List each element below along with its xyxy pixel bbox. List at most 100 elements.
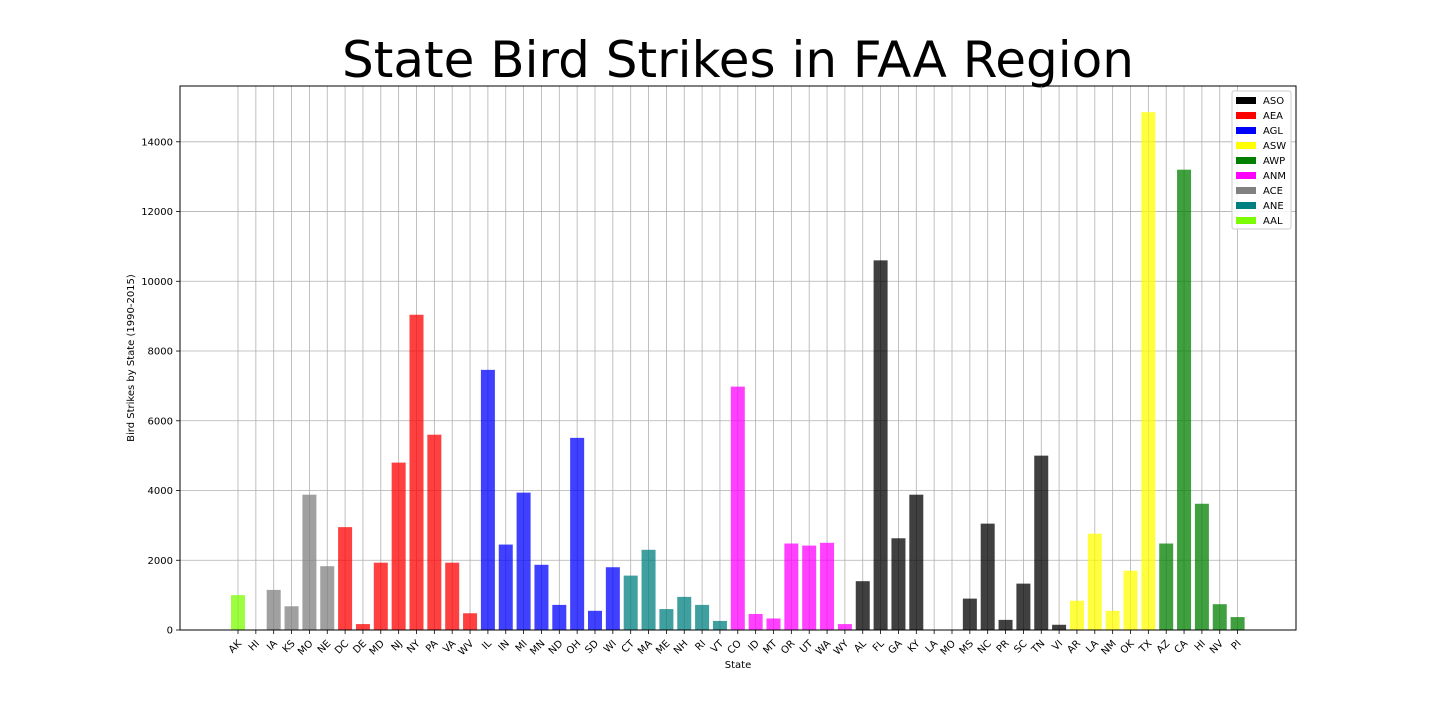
bar-ms [962,598,977,630]
bar-vi [1052,624,1067,630]
x-tick-label: HI [247,638,262,653]
x-tick-label: MN [528,638,547,657]
bar-wy [837,624,852,630]
bar-mi [516,492,531,630]
y-tick-label: 12000 [141,207,173,218]
bar-ut [802,545,817,630]
bar-ri [695,604,710,630]
x-tick-label: MO [939,638,959,658]
legend-swatch-aso [1236,97,1256,104]
x-tick-label: LA [924,638,941,655]
x-tick-label: KY [906,638,923,655]
x-tick-label: MI [514,638,530,654]
y-tick-label: 4000 [148,486,173,497]
legend-swatch-agl [1236,127,1256,134]
x-tick-label: AZ [1155,638,1173,656]
x-tick-label: ID [746,638,762,654]
bar-sd [588,610,602,630]
y-axis-ticks: 0 2000 4000 6000 8000 10000 12000 14000 [141,137,180,637]
x-tick-label: RI [693,638,708,653]
bar-ks [284,606,299,630]
bar-ga [891,538,906,630]
x-tick-label: VT [709,638,727,656]
x-tick-label: OR [779,638,797,656]
legend-label: AEA [1263,111,1283,122]
legend-label: ACE [1263,186,1283,197]
bar-dc [338,527,353,630]
legend-label: AWP [1263,156,1285,167]
bar-la [1087,533,1102,630]
bar-wi [605,567,620,630]
x-tick-label: IL [480,638,494,652]
y-tick-label: 2000 [148,556,173,567]
x-tick-label: AR [1066,638,1084,656]
legend-swatch-ane [1236,202,1256,209]
x-axis-label: State [725,660,751,671]
bar-id [748,613,763,630]
bar-nm [1105,610,1120,630]
legend-label: AGL [1263,126,1283,137]
bar-de [355,624,370,630]
x-tick-label: WY [832,638,852,658]
x-tick-label: MO [296,638,316,658]
x-tick-label: VA [441,638,458,655]
bar-wa [820,542,835,630]
legend-swatch-ace [1236,187,1256,194]
bar-vt [712,620,727,630]
x-tick-label: PA [424,638,441,655]
x-tick-label: IN [497,638,512,653]
x-tick-label: MA [636,638,655,657]
bar-hi [1194,503,1209,630]
bar-ak [231,595,245,630]
bar-ca [1177,169,1192,630]
x-tick-label: GA [886,638,904,656]
x-tick-label: NM [1100,638,1119,657]
legend-label: AAL [1263,216,1283,227]
x-tick-label: CT [620,638,638,656]
bar-nc [980,523,995,630]
x-tick-label: NV [1208,638,1226,656]
y-tick-label: 10000 [141,277,173,288]
bar-al [855,581,870,630]
legend-label: ANE [1263,201,1284,212]
x-tick-label: WI [602,638,619,655]
x-tick-label: CO [726,638,744,656]
bar-nv [1212,604,1227,630]
x-tick-label: OH [565,638,584,657]
bar-ne [320,566,335,630]
legend-label: ASW [1263,141,1286,152]
bar-ky [909,494,924,630]
bar-ct [623,575,638,630]
x-tick-label: FL [871,638,887,654]
legend: ASO AEA AGL ASW AWP ANM ACE ANE AAL [1231,90,1292,230]
bar-md [373,562,388,630]
y-tick-label: 6000 [148,416,173,427]
bar-ar [1069,600,1084,630]
bar-co [730,386,745,630]
x-tick-label: PI [1230,638,1244,652]
x-tick-label: OK [1119,638,1137,656]
legend-swatch-aea [1236,112,1256,119]
x-tick-label: WA [814,638,833,657]
bar-pi [1230,617,1245,630]
bar-ma [641,549,656,630]
chart-title: State Bird Strikes in FAA Region [342,31,1134,89]
legend-label: ASO [1263,96,1284,107]
x-tick-label: TX [1137,638,1155,656]
x-tick-label: ND [547,638,566,657]
bar-mt [766,618,781,630]
x-tick-label: MT [761,638,780,657]
bar-oh [570,437,585,630]
bar-nh [677,596,692,630]
legend-label: ANM [1263,171,1286,182]
x-tick-label: PR [995,638,1012,655]
x-tick-label: WV [457,638,477,658]
y-tick-label: 0 [167,626,173,637]
bar-nd [552,604,567,630]
bar-in [498,544,513,630]
x-tick-label: MS [958,638,976,656]
bar-or [784,543,799,630]
legend-swatch-awp [1236,157,1256,164]
